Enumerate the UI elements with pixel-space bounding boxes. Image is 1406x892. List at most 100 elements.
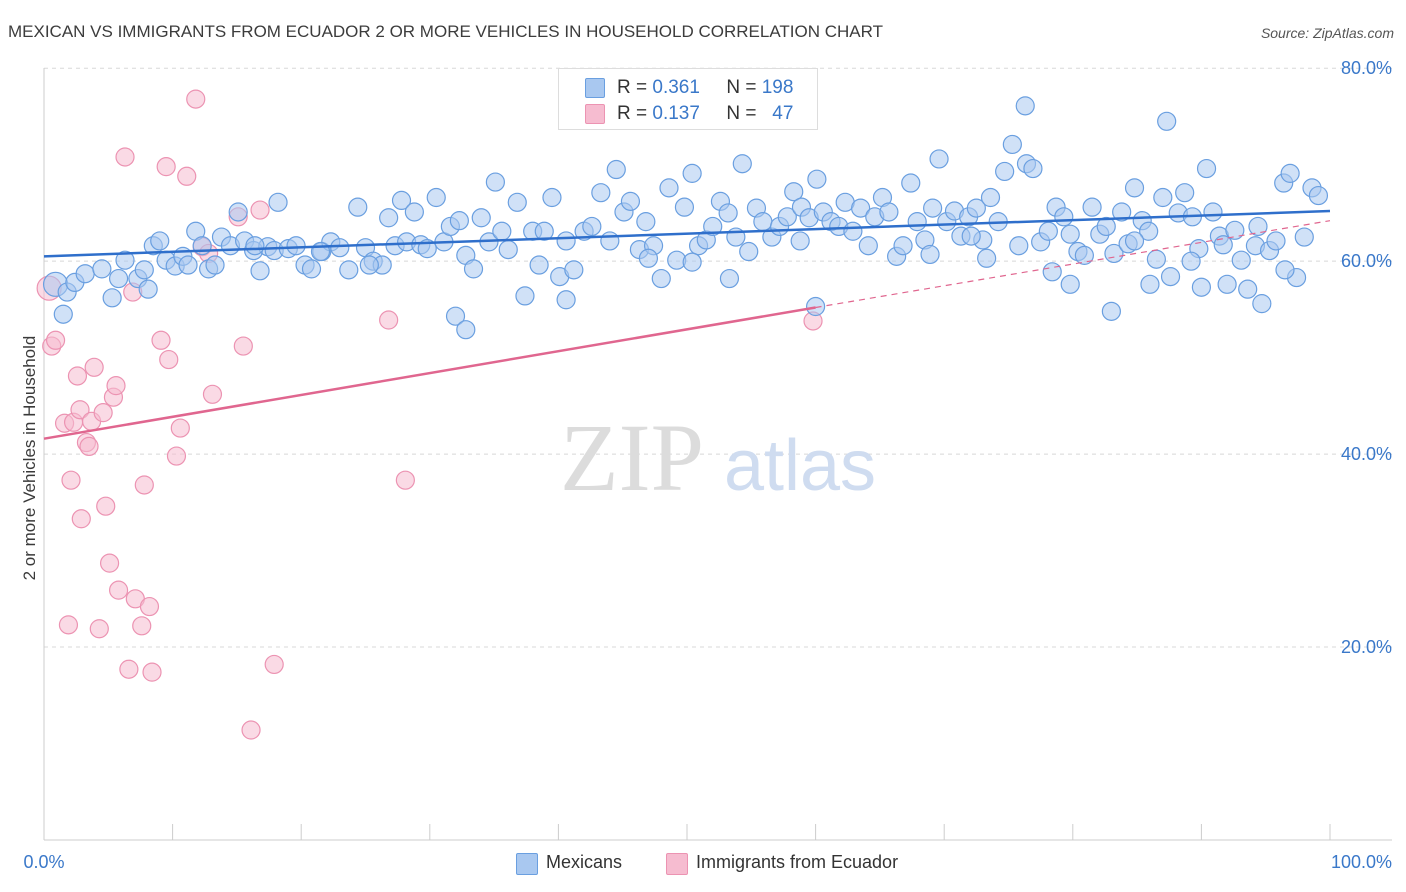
mexicans-point: [515, 286, 535, 306]
mexicans-point: [115, 250, 135, 270]
ecuador-point: [70, 400, 90, 420]
mexicans-point: [498, 240, 518, 260]
mexicans-point: [1213, 235, 1233, 255]
legend-swatch-pink: [666, 853, 688, 875]
mexicans-point: [1181, 251, 1201, 271]
chart-title: MEXICAN VS IMMIGRANTS FROM ECUADOR 2 OR …: [8, 22, 883, 41]
mexicans-point: [1252, 294, 1272, 314]
legend-label-ecuador: Immigrants from Ecuador: [696, 852, 899, 872]
mexicans-point: [339, 260, 359, 280]
mexicans-point: [492, 221, 512, 241]
source-label: Source: ZipAtlas.com: [1260, 25, 1394, 41]
ecuador-point: [67, 366, 88, 386]
mexicans-point: [379, 208, 399, 228]
mexicans-point: [600, 231, 620, 251]
ecuador-point: [264, 654, 284, 675]
mexicans-point: [1112, 202, 1132, 222]
mexicans-point: [1248, 216, 1268, 237]
mexicans-point: [1238, 279, 1258, 299]
ecuador-point: [241, 720, 261, 740]
ecuador-point: [108, 580, 129, 600]
mexicans-point: [1191, 277, 1212, 297]
mexicans-point: [391, 190, 412, 210]
mexicans-point: [582, 216, 602, 237]
trend-lines: [43, 209, 1331, 440]
mexicans-point: [929, 149, 949, 169]
y-tick-label: 60.0%: [1341, 251, 1392, 271]
n-value: 47: [772, 103, 794, 124]
mexicans-point: [591, 183, 611, 203]
mexicans-point: [682, 252, 702, 272]
mexicans-point: [1074, 245, 1094, 265]
tick-labels: 20.0% 40.0% 60.0% 80.0% 0.0% 100.0%: [23, 58, 1392, 872]
ecuador-point: [96, 496, 116, 516]
mexicans-point: [150, 231, 170, 251]
mexicans-point: [1231, 250, 1251, 270]
mexicans-point: [858, 236, 878, 256]
mexicans-point: [456, 320, 476, 340]
mexicans-point: [1280, 163, 1300, 183]
ecuador-point: [84, 357, 104, 377]
mexicans-point: [966, 198, 986, 218]
mexicans-point: [228, 202, 248, 222]
mexicans-point: [907, 212, 927, 232]
legend-label-mexicans: Mexicans: [546, 852, 623, 872]
ecuador-point: [233, 336, 253, 356]
mexicans-point: [507, 192, 527, 212]
mexicans-point: [138, 279, 158, 299]
mexicans-point: [471, 208, 491, 228]
legend-swatch-blue: [585, 78, 605, 98]
mexicans-point: [75, 264, 95, 284]
mexicans-point: [719, 268, 740, 289]
mexicans-point: [1060, 274, 1080, 294]
mexicans-point: [636, 212, 656, 232]
mexicans-point: [703, 216, 723, 237]
mexicans-point: [1146, 249, 1166, 269]
r-value: 0.137: [652, 103, 700, 124]
x-tick-label: 0.0%: [23, 852, 64, 872]
mexicans-point: [301, 259, 322, 279]
mexicans-point: [529, 255, 549, 275]
mexicans-point: [92, 259, 112, 279]
mexicans-point: [1009, 236, 1029, 256]
mexicans-point: [1124, 178, 1145, 198]
mexicans-point: [445, 306, 466, 326]
mexicans-point: [807, 169, 827, 189]
ecuador-point: [379, 310, 399, 330]
x-tick-label: 100.0%: [1331, 852, 1392, 872]
ecuador-point: [202, 384, 223, 404]
mexicans-point: [739, 241, 759, 262]
ecuador-point: [115, 147, 135, 167]
stats-legend: R = 0.361 N = 198 R = 0.137 N = 47: [558, 68, 818, 130]
ecuador-point: [395, 470, 415, 490]
mexicans-point: [1082, 197, 1102, 217]
y-tick-label: 40.0%: [1341, 444, 1392, 464]
trend-line-mexicans: [43, 209, 1331, 258]
n-value: 198: [761, 77, 794, 98]
ecuador-point: [58, 615, 79, 635]
mexicans-point: [1038, 221, 1058, 241]
y-tick-label: 20.0%: [1341, 637, 1392, 657]
mexicans-point: [1015, 96, 1035, 116]
mexicans-point: [1217, 274, 1237, 294]
mexicans-point: [1275, 260, 1295, 280]
mexicans-point: [108, 268, 129, 289]
legend-swatch-pink: [585, 104, 605, 124]
mexicans-point: [923, 198, 943, 218]
ecuador-point: [106, 376, 126, 396]
mexicans-point: [843, 221, 863, 241]
r-value: 0.361: [652, 77, 700, 98]
mexicans-point: [651, 268, 671, 289]
ecuador-point: [151, 330, 171, 350]
mexicans-point: [1060, 224, 1080, 244]
mexicans-point: [851, 198, 871, 218]
mexicans-point: [178, 255, 198, 275]
series-mexicans-points: [42, 96, 1329, 340]
ecuador-point: [119, 659, 139, 679]
mexicans-point: [1266, 231, 1286, 251]
ecuador-point: [89, 619, 109, 639]
ecuador-point: [139, 596, 160, 617]
mexicans-point: [542, 187, 562, 208]
ecuador-point: [79, 436, 99, 456]
